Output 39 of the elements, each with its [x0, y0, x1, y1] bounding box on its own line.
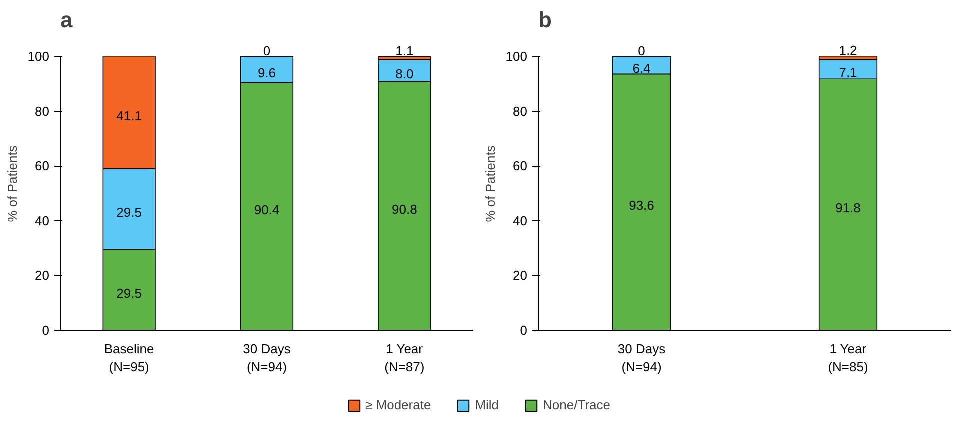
y-tick-label: 20 [513, 268, 528, 284]
x-tick-label: 30 Days (N=94) [243, 342, 292, 374]
chart-title: b [538, 8, 552, 32]
data-label: 7.1 [839, 65, 858, 80]
data-label: 90.8 [392, 202, 418, 217]
y-axis-title: % of Patients [482, 145, 498, 222]
data-label: 0 [638, 43, 646, 58]
y-tick-label: 100 [506, 49, 528, 64]
data-label: 41.1 [116, 108, 142, 124]
data-label: 1.2 [839, 43, 858, 58]
y-tick-label: 40 [35, 213, 50, 228]
y-tick-label: 40 [513, 213, 528, 228]
y-tick-label: 20 [35, 268, 50, 284]
legend-label: ≥ Moderate [366, 398, 432, 412]
y-tick-label: 60 [513, 158, 528, 174]
y-tick-label: 0 [42, 323, 50, 338]
data-label: 29.5 [116, 204, 142, 220]
data-label: 29.5 [116, 286, 142, 301]
y-tick-label: 60 [35, 158, 50, 174]
data-label: 0 [263, 43, 271, 58]
x-tick-label: Baseline (N=95) [104, 342, 154, 374]
data-label: 1.1 [396, 44, 414, 59]
x-tick-label: 1 Year (N=87) [384, 342, 425, 374]
y-axis-title: % of Patients [4, 145, 20, 222]
data-label: 93.6 [629, 198, 654, 214]
y-tick-label: 80 [35, 104, 50, 119]
data-label: 9.6 [258, 65, 276, 80]
x-tick-label: 1 Year (N=85) [828, 342, 868, 374]
data-label: 6.4 [632, 61, 651, 76]
y-tick-label: 0 [520, 323, 528, 338]
x-tick-label: 30 Days (N=94) [618, 342, 666, 374]
y-tick-label: 80 [513, 104, 528, 119]
data-label: 91.8 [836, 200, 861, 216]
chart-title: a [60, 8, 74, 32]
legend-label: Mild [475, 398, 500, 412]
data-label: 90.4 [254, 202, 280, 218]
data-label: 8.0 [396, 66, 414, 82]
y-tick-label: 100 [28, 49, 50, 64]
legend-label: None/Trace [543, 398, 610, 412]
